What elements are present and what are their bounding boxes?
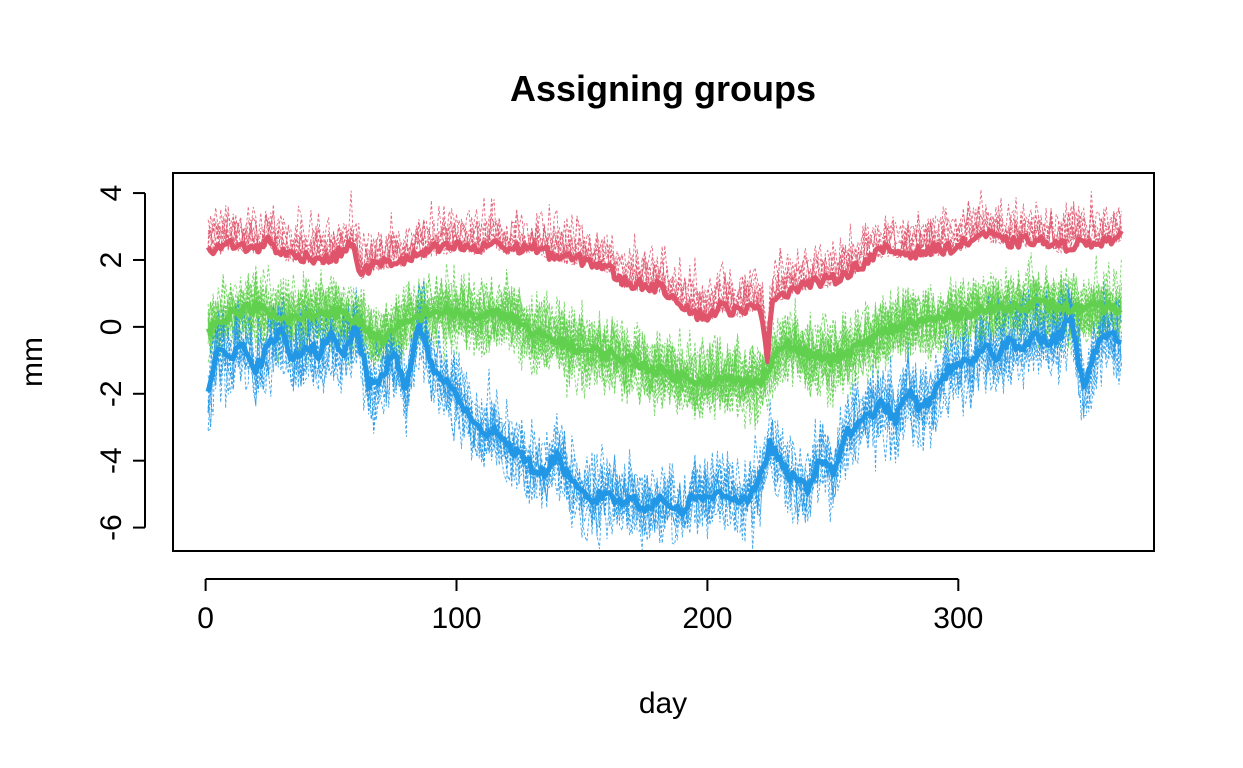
plot-frame	[172, 172, 1155, 552]
group-mean-lines	[205, 228, 1124, 517]
y-tick-label: -6	[95, 514, 128, 541]
y-tick-label: 2	[95, 252, 128, 269]
y-axis: -6 -4 -2 0 2 4	[95, 185, 146, 541]
individual-trace	[207, 264, 1122, 418]
group-mean-line	[205, 315, 1122, 517]
y-tick-label: -4	[95, 447, 128, 474]
x-axis: 0 100 200 300	[197, 578, 983, 635]
x-tick-label: 200	[682, 602, 732, 635]
x-axis-label: day	[639, 687, 687, 720]
individual-trace	[207, 272, 1122, 420]
group-mean-line	[205, 228, 1124, 365]
individual-trace	[207, 263, 1122, 419]
individual-trace	[207, 288, 1122, 534]
individual-trace	[207, 270, 1122, 403]
y-axis-label: mm	[16, 337, 49, 387]
y-tick-label: -2	[95, 380, 128, 407]
individual-trace	[207, 287, 1122, 544]
individual-trace	[207, 280, 1122, 531]
x-tick-label: 300	[933, 602, 983, 635]
group-mean-line	[205, 297, 1123, 389]
individual-trace	[207, 291, 1122, 540]
y-tick-label: 0	[95, 319, 128, 336]
chart-title: Assigning groups	[510, 68, 816, 109]
x-tick-label: 100	[431, 602, 481, 635]
individual-trace	[207, 289, 1122, 550]
y-tick-label: 4	[95, 185, 128, 202]
x-tick-label: 0	[197, 602, 214, 635]
